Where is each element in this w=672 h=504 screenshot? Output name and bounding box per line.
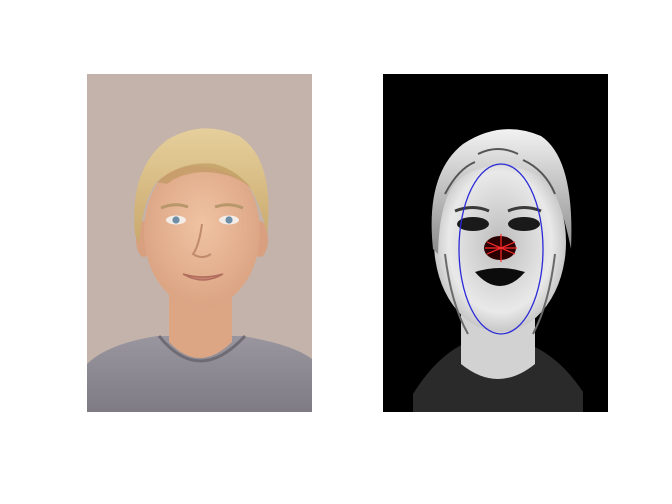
right-iris bbox=[225, 216, 233, 224]
left-eyebrow bbox=[160, 203, 189, 210]
mouth bbox=[182, 273, 224, 281]
map-hair bbox=[431, 129, 572, 254]
collar bbox=[157, 334, 247, 363]
hair-shade bbox=[157, 163, 252, 189]
map-right-eye bbox=[508, 217, 540, 231]
neck bbox=[169, 289, 232, 358]
right-eyebrow bbox=[214, 203, 244, 210]
shirt bbox=[87, 336, 312, 412]
processed-face-map-image bbox=[383, 74, 608, 412]
original-portrait-image bbox=[87, 74, 312, 412]
face bbox=[144, 156, 260, 308]
face-map-drawing bbox=[383, 74, 608, 412]
nose bbox=[191, 223, 212, 258]
map-hair-strands bbox=[444, 148, 556, 195]
map-cheek-lines bbox=[444, 253, 556, 335]
hair bbox=[134, 128, 269, 244]
map-mouth bbox=[475, 268, 525, 286]
map-left-eye bbox=[457, 217, 489, 231]
center-marker bbox=[485, 234, 517, 262]
left-iris bbox=[172, 216, 180, 224]
portrait-drawing bbox=[87, 74, 312, 412]
fitted-ellipse bbox=[458, 163, 544, 335]
